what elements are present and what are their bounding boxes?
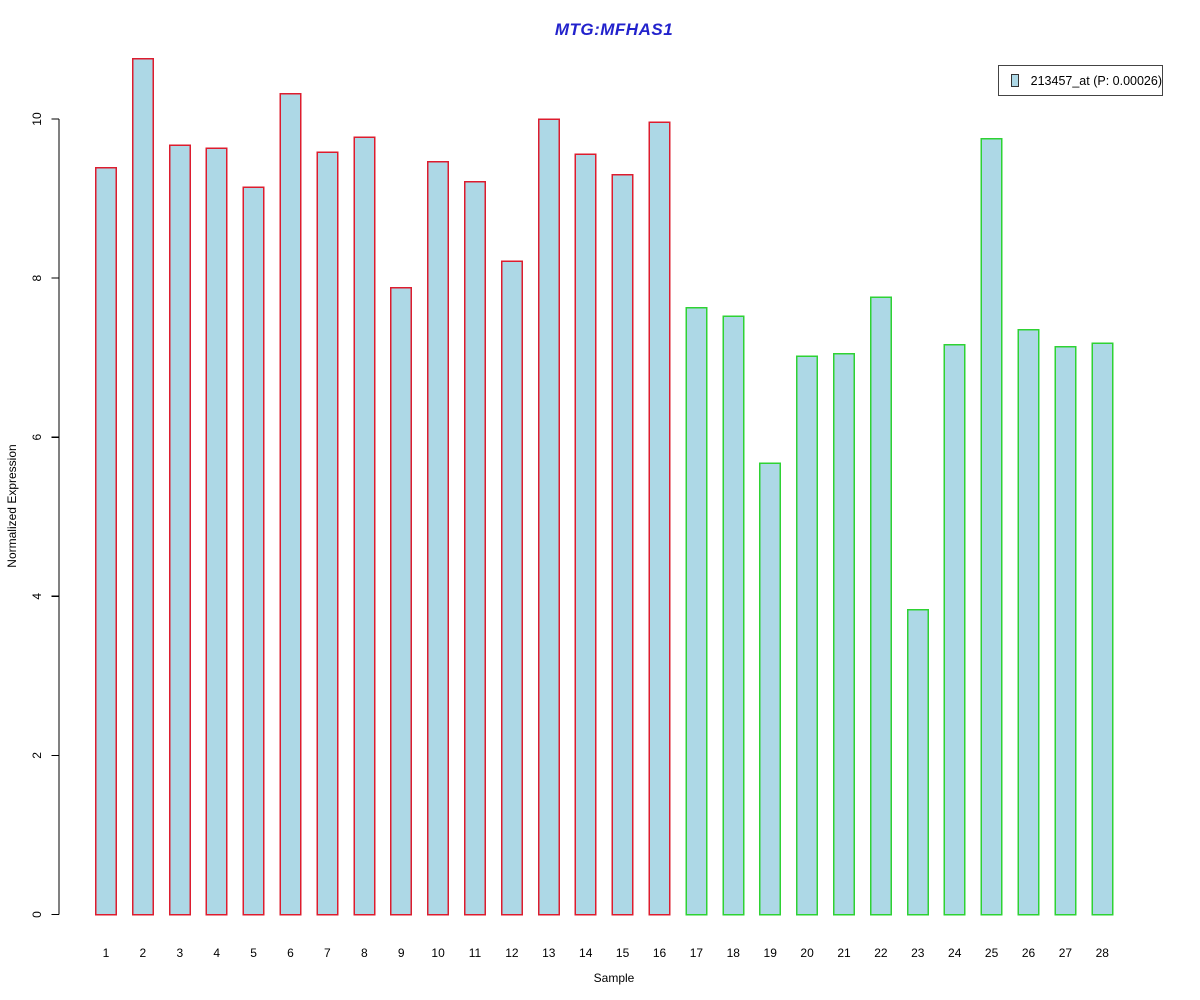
bar-sample-27 (1054, 345, 1077, 916)
bar-sample-4 (205, 147, 228, 916)
x-tick-label: 19 (764, 946, 778, 960)
x-tick-label: 1 (103, 946, 110, 960)
bar-sample-23 (906, 609, 929, 916)
x-tick-label: 6 (287, 946, 294, 960)
bar-sample-1 (95, 166, 117, 916)
x-tick-label: 28 (1096, 946, 1110, 960)
y-tick-label: 4 (30, 593, 44, 600)
bar-sample-22 (869, 296, 892, 916)
y-tick-label: 6 (30, 434, 44, 441)
x-tick-label: 2 (140, 946, 147, 960)
bar-sample-20 (796, 355, 819, 916)
y-tick-label: 10 (30, 112, 44, 126)
x-tick-label: 13 (542, 946, 556, 960)
bar-sample-26 (1017, 329, 1040, 916)
bar-sample-24 (943, 344, 966, 916)
x-tick-label: 24 (948, 946, 962, 960)
y-tick-label: 0 (30, 911, 44, 918)
bar-sample-6 (279, 92, 302, 916)
x-tick-label: 22 (874, 946, 888, 960)
legend-label: 213457_at (P: 0.00026) (1030, 73, 1162, 88)
bar-sample-18 (722, 315, 745, 916)
chart-title: MTG:MFHAS1 (554, 20, 674, 39)
x-tick-label: 8 (361, 946, 368, 960)
bar-sample-8 (353, 136, 376, 916)
x-tick-label: 20 (800, 946, 814, 960)
x-tick-label: 25 (985, 946, 999, 960)
x-tick-label: 14 (579, 946, 593, 960)
x-tick-label: 9 (398, 946, 405, 960)
x-axis-label: Sample (593, 971, 635, 985)
x-tick-label: 17 (690, 946, 704, 960)
bar-sample-7 (316, 151, 339, 916)
bar-sample-15 (611, 173, 634, 916)
bar-sample-12 (500, 260, 523, 916)
x-tick-label: 4 (213, 946, 220, 960)
legend-swatch-icon (1011, 74, 1019, 87)
bar-sample-25 (980, 138, 1003, 916)
bar-sample-14 (574, 153, 597, 916)
x-tick-label: 12 (505, 946, 519, 960)
bar-sample-11 (464, 181, 486, 916)
bar-sample-17 (685, 306, 708, 916)
y-tick-label: 2 (30, 752, 44, 759)
x-tick-label: 5 (250, 946, 257, 960)
x-tick-label: 10 (431, 946, 445, 960)
bar-sample-5 (242, 186, 265, 916)
x-tick-label: 7 (324, 946, 331, 960)
x-tick-label: 21 (837, 946, 851, 960)
bar-sample-3 (168, 144, 191, 916)
y-tick-label: 8 (30, 274, 44, 281)
bar-sample-13 (537, 118, 560, 916)
x-tick-label: 26 (1022, 946, 1036, 960)
x-tick-label: 3 (176, 946, 183, 960)
x-tick-label: 23 (911, 946, 925, 960)
bar-sample-10 (427, 161, 450, 916)
bar-sample-28 (1091, 342, 1114, 916)
bar-sample-2 (131, 57, 154, 916)
x-tick-label: 16 (653, 946, 667, 960)
x-tick-label: 18 (727, 946, 741, 960)
x-tick-label: 15 (616, 946, 630, 960)
x-tick-label: 11 (469, 946, 482, 960)
bar-sample-16 (648, 121, 671, 916)
bar-sample-9 (390, 286, 413, 916)
bar-sample-19 (759, 462, 782, 916)
legend: 213457_at (P: 0.00026) (998, 65, 1163, 96)
y-axis-label: Normalized Expression (5, 444, 19, 568)
x-tick-label: 27 (1059, 946, 1073, 960)
bar-sample-21 (833, 352, 855, 916)
